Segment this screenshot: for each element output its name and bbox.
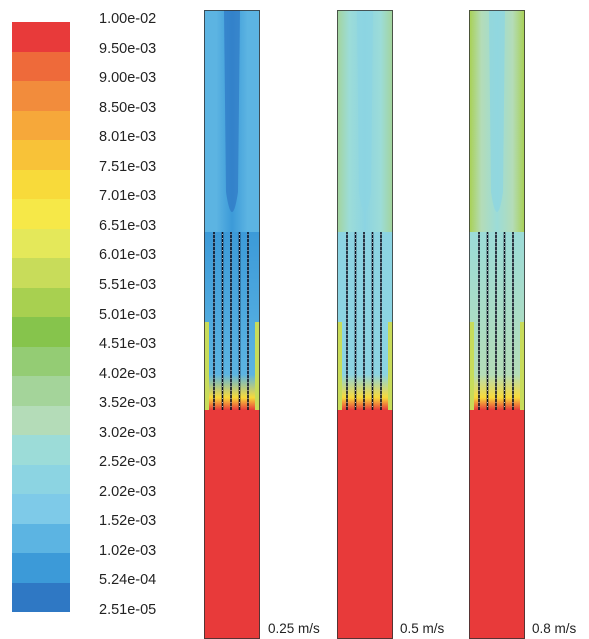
colorbar-swatch: [12, 494, 70, 524]
colorbar-tick-label: 1.02e-03: [99, 542, 157, 559]
colorbar-tick-label: 3.02e-03: [99, 424, 157, 441]
colorbar-swatch: [12, 140, 70, 170]
wall-band-right: [520, 322, 525, 410]
colorbar-tick-label: 3.52e-03: [99, 395, 157, 412]
contour-plot: [337, 10, 393, 639]
colorbar-swatch: [12, 169, 70, 199]
colorbar-swatch: [12, 110, 70, 140]
panel-label-0: 0.25 m/s: [268, 621, 320, 636]
plume: [357, 10, 373, 212]
colorbar-swatch: [12, 464, 70, 494]
bundle-region: [469, 232, 525, 410]
panel-label-1: 0.5 m/s: [400, 621, 445, 636]
colorbar-tick-label: 4.02e-03: [99, 365, 157, 382]
colorbar-swatch: [12, 258, 70, 288]
colorbar-tick-label: 2.02e-03: [99, 483, 157, 500]
panel-1: [337, 10, 393, 639]
colorbar-swatch: [12, 523, 70, 553]
contour-plot: [469, 10, 525, 639]
colorbar-swatch: [12, 582, 70, 612]
panel-label-2: 0.8 m/s: [532, 621, 577, 636]
colorbar-swatch: [12, 435, 70, 465]
plume: [224, 10, 240, 212]
bundle-region: [337, 232, 393, 410]
colorbar-tick-label: 2.51e-05: [99, 602, 157, 618]
colorbar-tick-label: 6.01e-03: [99, 247, 157, 264]
colorbar-tick-label: 2.52e-03: [99, 454, 157, 471]
plume: [489, 10, 505, 212]
colorbar-tick-label: 9.00e-03: [99, 70, 157, 87]
colorbar-tick-label: 5.24e-04: [99, 572, 157, 589]
colorbar-tick-label: 5.51e-03: [99, 276, 157, 293]
colorbar-tick-label: 6.51e-03: [99, 217, 157, 234]
inlet-region: [469, 410, 525, 639]
wall-band-left: [204, 322, 209, 410]
colorbar-swatch: [12, 228, 70, 258]
colorbar-tick-label: 7.01e-03: [99, 188, 157, 205]
bundle-region: [204, 232, 260, 410]
panel-2: [469, 10, 525, 639]
wall-band-left: [469, 322, 474, 410]
colorbar-tick-label: 9.50e-03: [99, 40, 157, 57]
colorbar-tick-label: 7.51e-03: [99, 158, 157, 175]
colorbar-tick-label: 8.01e-03: [99, 129, 157, 146]
colorbar-tick-label: 1.00e-02: [99, 11, 157, 27]
colorbar-swatch: [12, 81, 70, 111]
colorbar-swatch: [12, 22, 70, 52]
colorbar-swatch: [12, 51, 70, 81]
colorbar-swatch: [12, 553, 70, 583]
colorbar-tick-label: 5.01e-03: [99, 306, 157, 323]
colorbar-swatch: [12, 199, 70, 229]
inlet-region: [337, 410, 393, 639]
wall-band-left: [337, 322, 342, 410]
wall-band-right: [388, 322, 393, 410]
panel-0: [204, 10, 260, 639]
inlet-region: [204, 410, 260, 639]
colorbar-swatch: [12, 405, 70, 435]
colorbar-tick-label: 8.50e-03: [99, 99, 157, 116]
colorbar-tick-label: 4.51e-03: [99, 336, 157, 353]
contour-plot: [204, 10, 260, 639]
colorbar: 1.00e-02 9.50e-03 9.00e-03 8.50e-03 8.01e-03…: [0, 0, 200, 639]
wall-band-right: [255, 322, 260, 410]
colorbar-swatch: [12, 346, 70, 376]
colorbar-swatch: [12, 287, 70, 317]
colorbar-swatch: [12, 317, 70, 347]
colorbar-swatch: [12, 376, 70, 406]
colorbar-tick-label: 1.52e-03: [99, 513, 157, 530]
